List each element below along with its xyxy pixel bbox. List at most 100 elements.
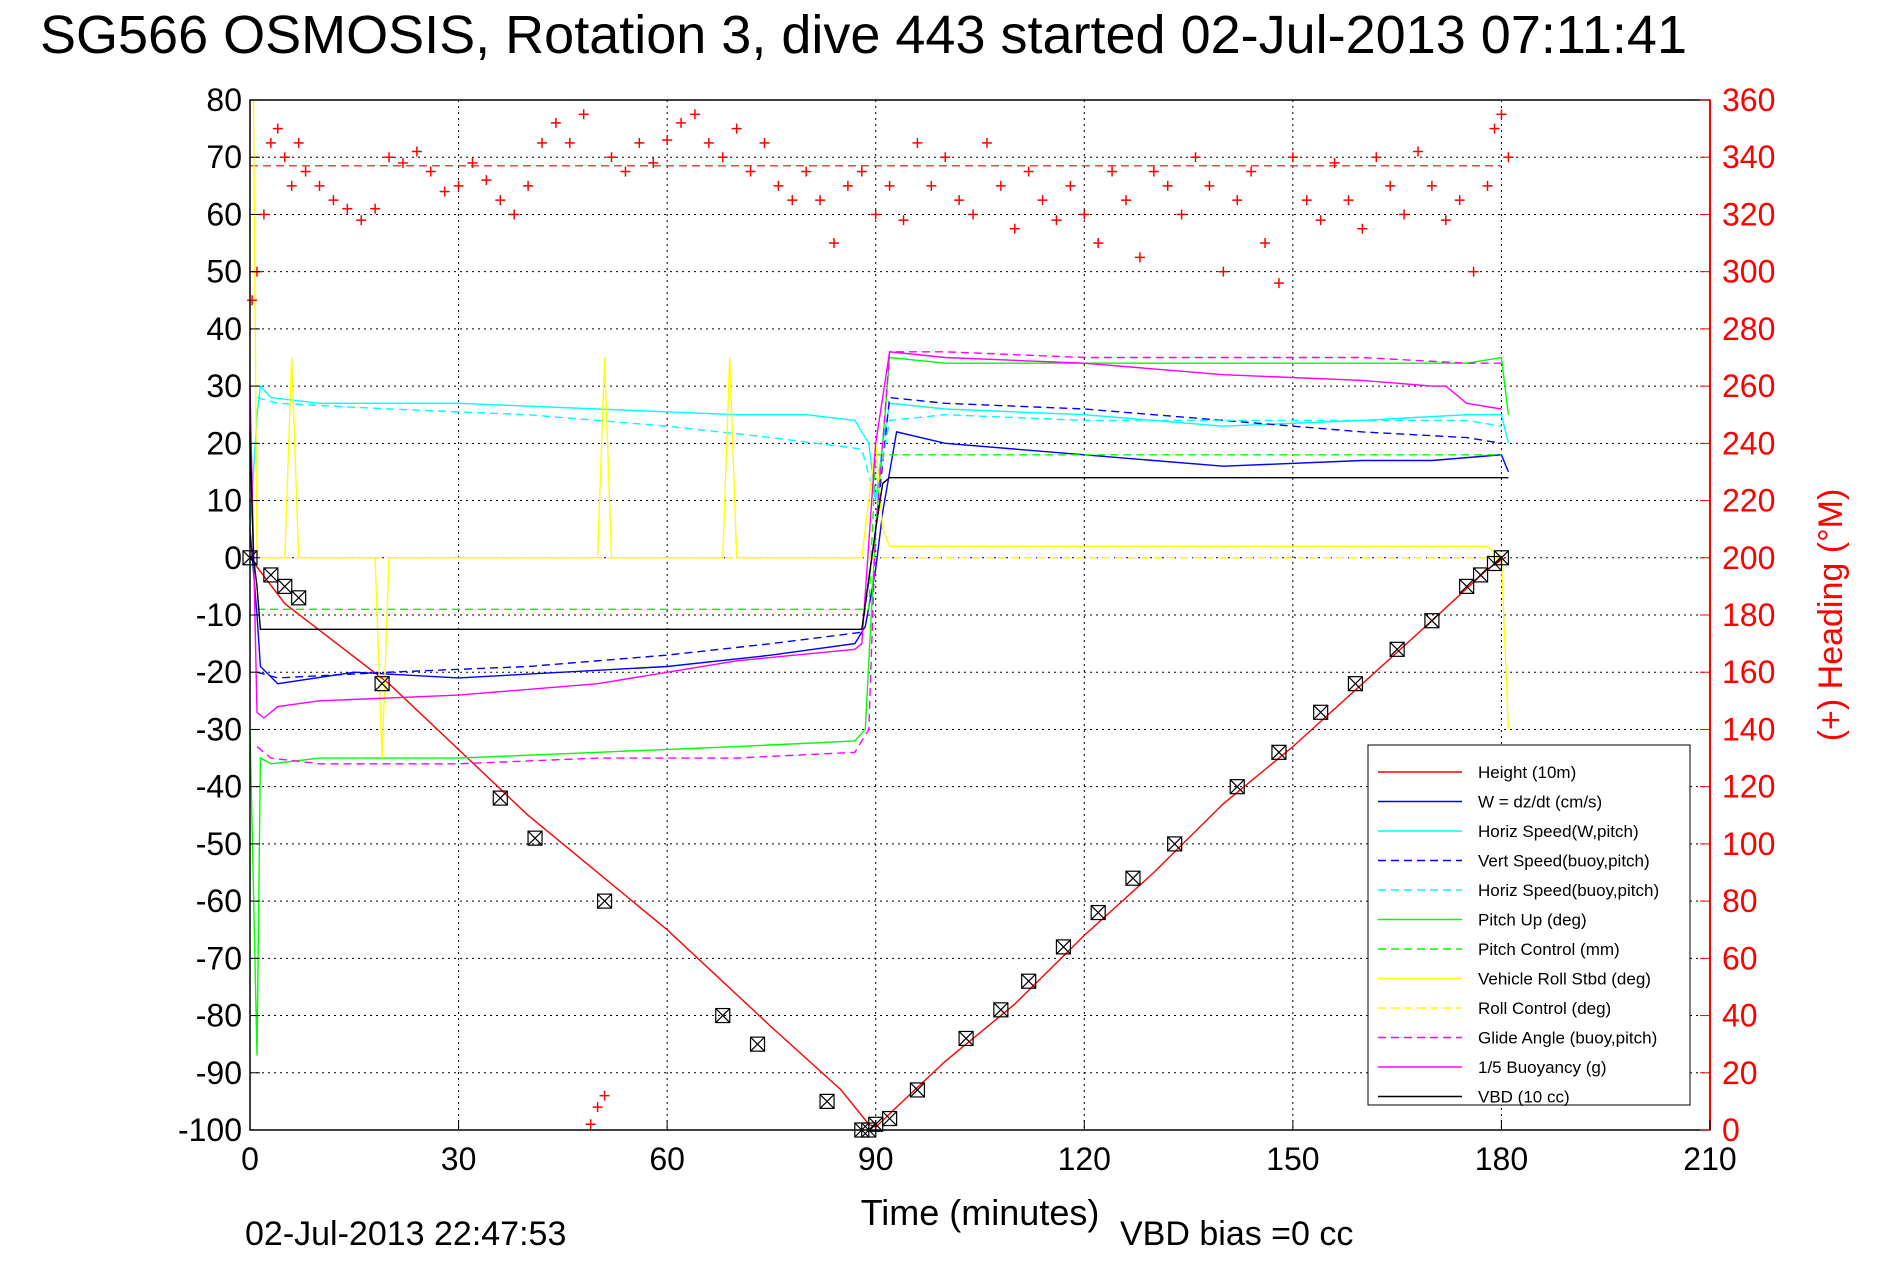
depth-marker xyxy=(527,830,543,846)
y-right-tick-label: 220 xyxy=(1722,483,1775,519)
depth-marker xyxy=(1271,744,1287,760)
series-line-2 xyxy=(249,384,1510,530)
heading-point xyxy=(968,209,979,220)
heading-point xyxy=(787,195,798,206)
legend-item: Vehicle Roll Stbd (deg) xyxy=(1378,970,1651,989)
legend-label: 1/5 Buoyancy (g) xyxy=(1478,1058,1607,1077)
heading-point xyxy=(397,157,408,168)
y-right-tick-label: 260 xyxy=(1722,368,1775,404)
heading-point xyxy=(1107,166,1118,177)
legend-item: Height (10m) xyxy=(1378,763,1576,782)
heading-point xyxy=(328,195,339,206)
depth-marker xyxy=(291,590,307,606)
y-right-tick-label: 20 xyxy=(1722,1055,1758,1091)
y-right-tick-label: 180 xyxy=(1722,597,1775,633)
y-left-tick-label: -70 xyxy=(196,940,242,976)
legend-item: 1/5 Buoyancy (g) xyxy=(1378,1058,1607,1077)
x-tick-label: 150 xyxy=(1266,1141,1319,1177)
heading-point xyxy=(1218,266,1229,277)
depth-marker xyxy=(819,1093,835,1109)
y-right-tick-label: 100 xyxy=(1722,826,1775,862)
heading-point xyxy=(258,209,269,220)
depth-marker xyxy=(1125,870,1141,886)
depth-marker xyxy=(277,578,293,594)
heading-point xyxy=(1176,209,1187,220)
heading-point xyxy=(1148,166,1159,177)
heading-point xyxy=(1468,266,1479,277)
y-left-tick-label: -80 xyxy=(196,998,242,1034)
depth-marker xyxy=(958,1030,974,1047)
heading-point xyxy=(1287,152,1298,163)
x-tick-label: 0 xyxy=(241,1141,259,1177)
y-left-tick-label: 60 xyxy=(206,196,242,232)
y-left-tick-label: 40 xyxy=(206,311,242,347)
depth-marker xyxy=(993,1002,1009,1018)
heading-point xyxy=(1260,238,1271,249)
legend-label: Horiz Speed(buoy,pitch) xyxy=(1478,881,1659,900)
legend-item: Horiz Speed(W,pitch) xyxy=(1378,822,1639,841)
y-right-tick-label: 300 xyxy=(1722,254,1775,290)
y-right-tick-label: 0 xyxy=(1722,1112,1740,1148)
depth-marker xyxy=(715,1007,731,1024)
heading-point xyxy=(648,157,659,168)
heading-point xyxy=(1426,180,1437,191)
depth-marker xyxy=(1472,567,1489,583)
y-left-tick-label: -10 xyxy=(196,597,242,633)
x-tick-label: 60 xyxy=(649,1141,685,1177)
depth-marker xyxy=(909,1082,926,1098)
y-left-tick-label: -60 xyxy=(196,883,242,919)
depth-marker xyxy=(492,790,508,806)
heading-point xyxy=(342,203,353,214)
heading-point xyxy=(745,166,756,177)
heading-point xyxy=(676,117,687,128)
depth-marker xyxy=(1459,578,1475,594)
heading-point xyxy=(1190,152,1201,163)
depth-marker xyxy=(374,676,390,692)
heading-point xyxy=(1482,180,1493,191)
heading-point xyxy=(467,157,478,168)
y-right-tick-label: 320 xyxy=(1722,196,1775,232)
heading-point xyxy=(356,215,367,226)
depth-marker xyxy=(1167,836,1183,852)
y-left-tick-label: 30 xyxy=(206,368,242,404)
heading-point xyxy=(265,137,276,148)
heading-point xyxy=(662,135,673,146)
series-line-10 xyxy=(249,351,1502,719)
depth-marker xyxy=(263,567,279,583)
heading-point xyxy=(898,215,909,226)
series-line-9 xyxy=(256,351,1502,765)
legend-label: Pitch Up (deg) xyxy=(1478,911,1587,930)
heading-point xyxy=(370,203,381,214)
depth-marker xyxy=(1021,973,1037,989)
heading-point xyxy=(1399,209,1410,220)
y-left-tick-label: 20 xyxy=(206,425,242,461)
depth-marker xyxy=(882,1110,898,1127)
heading-point xyxy=(523,180,534,191)
legend-item: Pitch Control (mm) xyxy=(1378,940,1620,959)
heading-point xyxy=(856,166,867,177)
y-right-tick-label: 200 xyxy=(1722,540,1775,576)
x-tick-label: 180 xyxy=(1475,1141,1528,1177)
series-line-0 xyxy=(249,557,1506,1128)
heading-point xyxy=(481,175,492,186)
legend-item: Horiz Speed(buoy,pitch) xyxy=(1378,881,1659,900)
heading-point xyxy=(717,152,728,163)
heading-point xyxy=(815,195,826,206)
heading-point xyxy=(829,238,839,249)
y-left-tick-label: 70 xyxy=(206,139,242,175)
y-left-tick-label: 80 xyxy=(206,82,242,118)
series-line-7 xyxy=(252,99,1510,759)
heading-point xyxy=(801,166,812,177)
heading-point xyxy=(759,137,770,148)
legend-box xyxy=(1367,744,1691,1106)
heading-point xyxy=(300,166,311,177)
heading-point xyxy=(1079,209,1090,220)
y-right-tick-label: 240 xyxy=(1722,425,1775,461)
heading-point xyxy=(1162,180,1173,191)
legend-item: Roll Control (deg) xyxy=(1378,999,1611,1018)
heading-point xyxy=(509,209,520,220)
x-tick-label: 120 xyxy=(1058,1141,1111,1177)
legend-label: Glide Angle (buoy,pitch) xyxy=(1478,1029,1657,1048)
y-left-tick-label: -30 xyxy=(196,711,242,747)
